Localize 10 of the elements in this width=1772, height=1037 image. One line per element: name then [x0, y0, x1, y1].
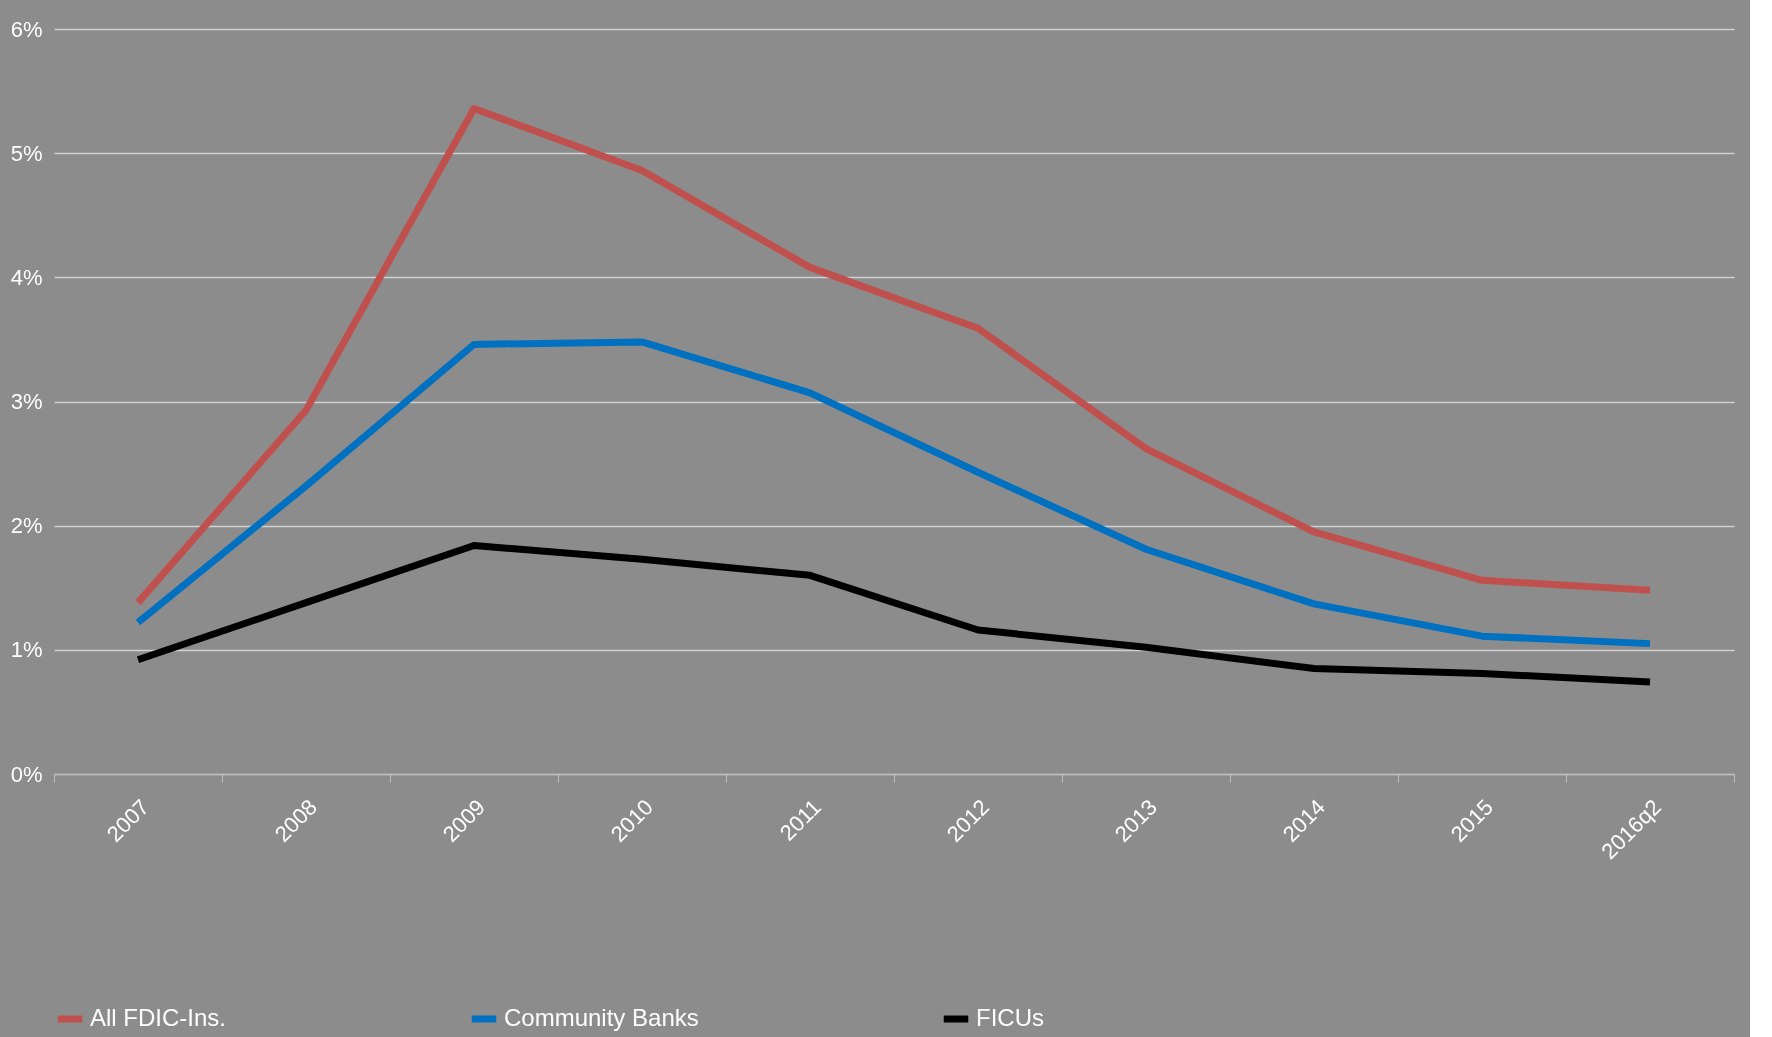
y-tick-label: 0% [10, 761, 43, 787]
y-tick-label: 1% [10, 637, 43, 663]
y-tick-label: 6% [10, 16, 43, 42]
y-tick-label: 2% [10, 513, 43, 539]
legend-label: All FDIC-Ins. [90, 1004, 227, 1031]
y-tick-label: 3% [10, 389, 43, 414]
y-tick-label: 4% [10, 264, 43, 290]
legend-label: Community Banks [504, 1004, 699, 1031]
legend-label: FICUs [976, 1004, 1044, 1031]
y-tick-label: 5% [10, 140, 43, 166]
